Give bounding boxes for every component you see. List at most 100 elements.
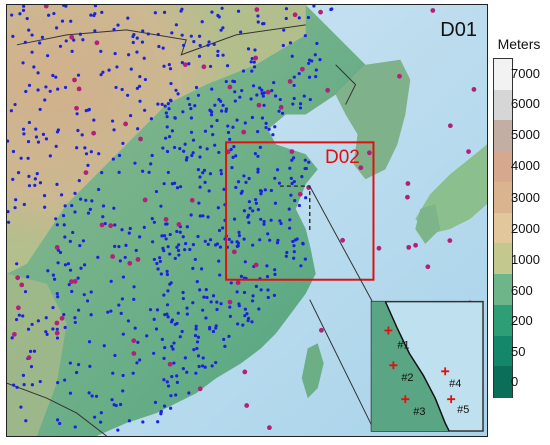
station-dot xyxy=(109,279,113,283)
station-dot xyxy=(256,154,260,158)
station-dot xyxy=(131,40,135,45)
station-dot xyxy=(38,107,42,112)
station-dot xyxy=(256,14,260,18)
station-dot xyxy=(189,213,193,217)
station-dot-sparse xyxy=(138,136,143,142)
station-dot xyxy=(241,323,245,327)
station-dot-sparse xyxy=(466,149,471,155)
d02-label: D02 xyxy=(325,147,360,168)
station-dot xyxy=(201,214,205,218)
colorbar-segment xyxy=(494,120,512,153)
station-dot xyxy=(27,184,32,188)
station-dot xyxy=(187,391,191,395)
station-dot xyxy=(47,13,51,17)
station-dot xyxy=(175,380,179,384)
station-dot xyxy=(120,87,124,92)
station-dot xyxy=(259,217,263,221)
station-dot xyxy=(239,274,244,278)
station-dot xyxy=(291,239,295,244)
station-dot xyxy=(68,391,73,395)
station-dot xyxy=(211,133,215,137)
station-dot-sparse xyxy=(405,181,411,186)
station-dot xyxy=(97,152,101,156)
station-dot xyxy=(158,259,162,264)
station-dot xyxy=(198,34,202,38)
station-dot-sparse xyxy=(127,260,133,266)
station-dot-sparse xyxy=(182,62,188,68)
station-dot xyxy=(282,28,286,32)
station-dot xyxy=(290,158,294,162)
station-dot xyxy=(196,168,200,172)
station-dot xyxy=(117,244,121,249)
taiwan-island xyxy=(301,343,324,399)
station-dot xyxy=(38,379,42,384)
site-label: #3 xyxy=(413,406,425,418)
station-dot xyxy=(188,247,192,252)
station-dot xyxy=(247,176,251,181)
station-dot-sparse xyxy=(319,327,324,333)
station-dot xyxy=(242,209,247,213)
station-dot xyxy=(121,141,125,145)
station-dot xyxy=(54,217,58,221)
station-dot xyxy=(163,104,167,108)
colorbar-tick-label: 50 xyxy=(511,344,526,359)
station-dot xyxy=(79,266,83,270)
station-dot xyxy=(210,124,214,128)
station-dot xyxy=(58,250,63,255)
station-dot xyxy=(288,41,293,45)
station-dot xyxy=(184,158,189,162)
station-dot xyxy=(181,235,185,239)
station-dot xyxy=(193,257,197,262)
station-dot xyxy=(44,137,49,141)
station-dot-sparse xyxy=(447,238,453,243)
station-dot xyxy=(93,5,98,8)
station-dot xyxy=(303,158,307,162)
station-dot xyxy=(208,172,213,176)
station-dot xyxy=(117,303,121,307)
station-dot xyxy=(156,420,160,424)
station-dot xyxy=(314,74,318,79)
station-dot xyxy=(30,322,34,327)
station-dot xyxy=(196,354,201,358)
station-dot xyxy=(203,129,208,133)
station-dot-sparse xyxy=(254,7,260,12)
station-dot xyxy=(253,198,258,202)
station-dot-sparse xyxy=(15,305,21,311)
station-dot xyxy=(114,85,118,90)
colorbar-tick-label: 1000 xyxy=(511,252,540,267)
station-dot xyxy=(174,393,178,397)
station-dot xyxy=(26,139,31,144)
station-dot xyxy=(181,290,185,295)
station-dot-sparse xyxy=(265,89,271,95)
station-dot xyxy=(34,135,39,139)
station-dot xyxy=(185,225,189,229)
station-dot xyxy=(70,289,74,294)
station-dot xyxy=(236,322,240,326)
station-dot xyxy=(235,244,239,248)
station-dot xyxy=(89,150,93,154)
station-dot xyxy=(112,27,116,32)
station-dot xyxy=(44,85,48,89)
station-dot xyxy=(172,361,176,365)
station-dot xyxy=(142,56,146,60)
station-dot xyxy=(203,239,207,243)
station-dot xyxy=(185,306,189,310)
station-dot xyxy=(135,50,139,54)
station-dot xyxy=(99,49,103,53)
station-dot-sparse xyxy=(19,282,25,288)
site-marker xyxy=(447,395,456,404)
station-dot xyxy=(217,228,222,233)
station-dot xyxy=(71,230,75,235)
station-dot xyxy=(189,116,194,120)
station-dot xyxy=(56,128,60,132)
station-dot xyxy=(191,138,196,142)
station-dot xyxy=(273,176,277,180)
station-dot xyxy=(246,319,250,323)
station-dot-sparse xyxy=(131,338,137,344)
station-dot xyxy=(198,214,202,218)
station-dot xyxy=(156,32,160,37)
station-dot xyxy=(259,288,263,292)
station-dot xyxy=(162,64,166,68)
station-dot xyxy=(173,322,177,327)
station-dot xyxy=(269,218,273,222)
